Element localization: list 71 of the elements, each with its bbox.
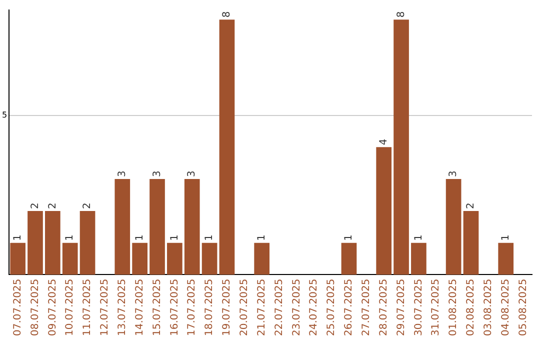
bar <box>150 179 165 275</box>
y-tick-label: 5 <box>2 110 8 120</box>
bar <box>498 242 514 275</box>
x-tick-label: 16.07.2025 <box>169 278 180 336</box>
x-tick-label: 07.07.2025 <box>12 278 24 336</box>
x-tick-label: 31.07.2025 <box>430 278 442 336</box>
bar <box>254 242 270 275</box>
bar <box>219 20 235 275</box>
data-label: 3 <box>152 170 163 178</box>
x-tick-label: 30.07.2025 <box>413 278 424 336</box>
bar <box>80 210 96 275</box>
x-tick-label: 21.07.2025 <box>256 278 268 336</box>
x-tick-label: 15.07.2025 <box>152 278 163 336</box>
x-tick-label: 23.07.2025 <box>291 278 302 336</box>
bar <box>202 242 218 275</box>
x-tick-label: 03.08.2025 <box>483 278 494 336</box>
data-label: 1 <box>344 234 355 241</box>
data-label: 2 <box>30 202 41 209</box>
data-label: 1 <box>500 234 512 241</box>
data-label: 3 <box>116 170 128 178</box>
x-tick-label: 19.07.2025 <box>222 278 233 336</box>
x-tick-label: 14.07.2025 <box>134 278 146 336</box>
x-tick-label: 28.07.2025 <box>378 278 390 336</box>
x-tick-label: 09.07.2025 <box>47 278 58 336</box>
x-tick-label: 27.07.2025 <box>361 278 372 336</box>
data-label: 2 <box>466 202 477 209</box>
x-tick-label: 20.07.2025 <box>238 278 250 336</box>
data-label: 1 <box>204 234 216 241</box>
x-tick-label: 25.07.2025 <box>326 278 338 336</box>
bar <box>376 147 392 275</box>
x-tick-label: 17.07.2025 <box>186 278 198 336</box>
data-label: 8 <box>222 11 233 18</box>
x-tick-label: 29.07.2025 <box>396 278 407 336</box>
data-label: 2 <box>82 202 94 209</box>
bar <box>44 210 60 275</box>
data-label: 3 <box>186 170 198 178</box>
x-tick-label: 24.07.2025 <box>308 278 320 336</box>
bar <box>394 20 409 275</box>
data-label: 8 <box>396 11 407 18</box>
bar <box>411 242 426 275</box>
bar <box>10 242 26 275</box>
bar <box>28 210 43 275</box>
x-tick-label: 08.07.2025 <box>30 278 41 336</box>
data-label: 1 <box>256 234 268 241</box>
x-tick-label: 05.08.2025 <box>518 278 529 336</box>
bar <box>341 242 357 275</box>
x-tick-label: 22.07.2025 <box>274 278 285 336</box>
x-tick-label: 18.07.2025 <box>204 278 216 336</box>
x-tick-label: 13.07.2025 <box>116 278 128 336</box>
data-label: 1 <box>12 234 24 241</box>
bar <box>184 179 200 275</box>
data-label: 1 <box>413 234 424 241</box>
x-tick-label: 12.07.2025 <box>100 278 111 336</box>
x-tick-label: 10.07.2025 <box>64 278 76 336</box>
x-tick-label: 01.08.2025 <box>448 278 460 336</box>
bar <box>167 242 182 275</box>
bar <box>463 210 479 275</box>
data-label: 1 <box>169 234 180 241</box>
data-label: 2 <box>47 202 58 209</box>
bar <box>62 242 78 275</box>
x-tick-label: 04.08.2025 <box>500 278 512 336</box>
bar <box>132 242 148 275</box>
data-label: 1 <box>64 234 76 241</box>
x-tick-label: 11.07.2025 <box>82 278 94 336</box>
x-tick-label: 02.08.2025 <box>466 278 477 336</box>
bar <box>446 179 462 275</box>
bar <box>114 179 130 275</box>
data-label: 3 <box>448 170 460 178</box>
data-label: 4 <box>378 138 390 146</box>
x-tick-label: 26.07.2025 <box>344 278 355 336</box>
data-label: 1 <box>134 234 146 241</box>
